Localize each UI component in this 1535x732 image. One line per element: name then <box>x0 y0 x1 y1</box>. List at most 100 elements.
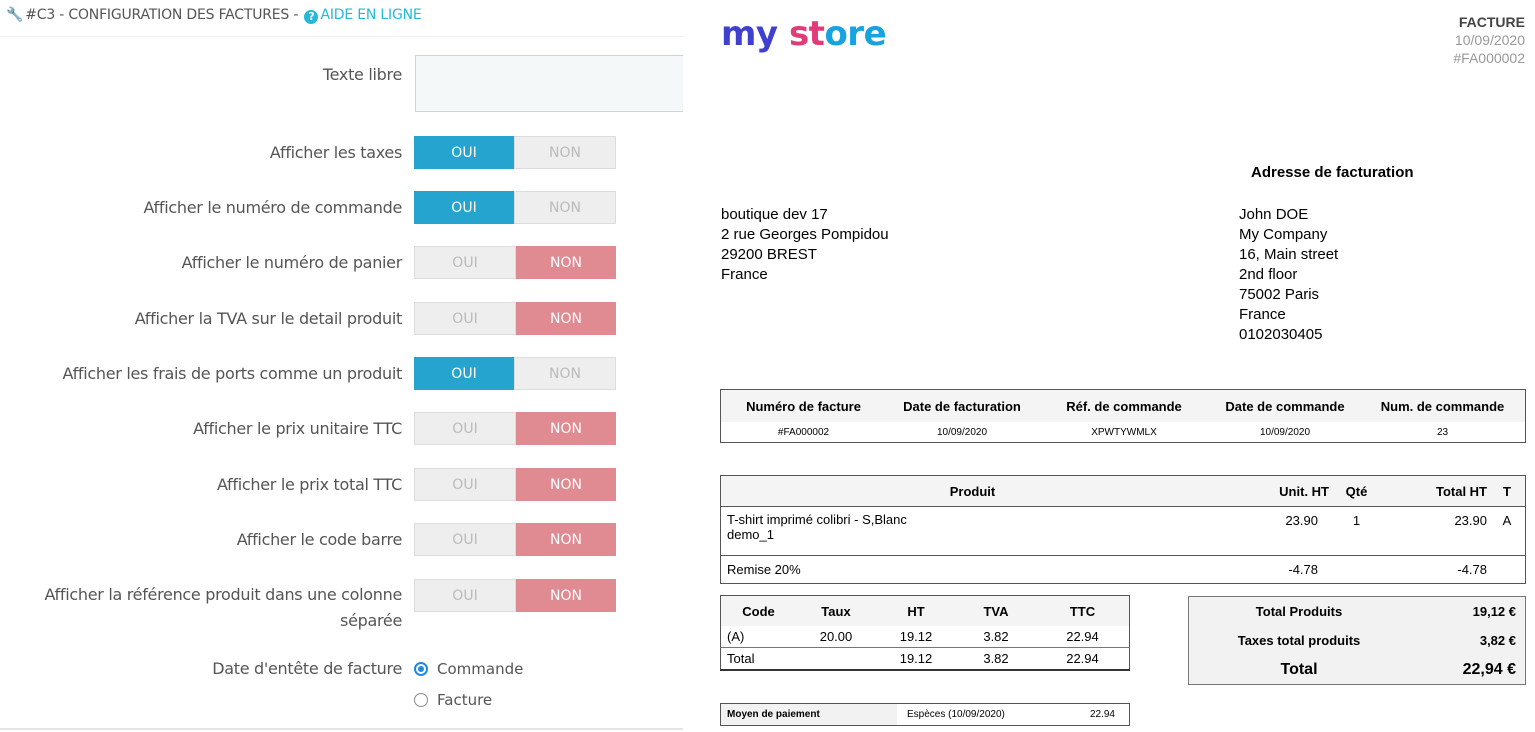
date-header-label: Date d'entête de facture <box>212 659 402 678</box>
switch-no[interactable]: NON <box>516 246 616 279</box>
column-header: Numéro de facture <box>720 389 886 422</box>
invoice-preview: my store FACTURE 10/09/2020 #FA000002 Ad… <box>700 0 1535 732</box>
option-label-total-price-ttc: Afficher le prix total TTC <box>216 475 402 494</box>
shop-address-line: boutique dev 17 <box>721 206 828 223</box>
table-cell: 3.82 <box>956 647 1036 670</box>
switch-yes[interactable]: OUI <box>414 412 516 445</box>
panel-title: 🔧 #C3 - CONFIGURATION DES FACTURES - ? AID… <box>6 7 422 24</box>
option-label-unit-price-ttc: Afficher le prix unitaire TTC <box>193 419 402 438</box>
switch-yes[interactable]: OUI <box>414 302 516 335</box>
column-header: T <box>1489 475 1526 507</box>
switch-no[interactable]: NON <box>516 579 616 612</box>
switch-shipping-as-product[interactable]: OUI NON <box>414 357 616 390</box>
table-row: (A) 20.00 19.12 3.82 22.94 <box>721 626 1130 648</box>
switch-yes[interactable]: OUI <box>414 136 514 169</box>
payment-method: Espèces (10/09/2020) <box>907 709 1005 720</box>
table-cell: 1 <box>1334 506 1379 556</box>
product-reference: demo_1 <box>727 527 774 542</box>
switch-no[interactable]: NON <box>516 412 616 445</box>
switch-show-cart-number[interactable]: OUI NON <box>414 246 616 279</box>
switch-barcode[interactable]: OUI NON <box>414 523 616 556</box>
table-cell: (A) <box>727 629 745 644</box>
invoice-type: FACTURE <box>1458 14 1525 30</box>
option-label-product-reference-column: Afficher la référence produit dans une c… <box>44 582 402 634</box>
column-header: Taux <box>796 595 876 626</box>
switch-total-price-ttc[interactable]: OUI NON <box>414 468 616 501</box>
help-link[interactable]: AIDE EN LIGNE <box>320 7 422 23</box>
switch-unit-price-ttc[interactable]: OUI NON <box>414 412 616 445</box>
grand-total-label: Total <box>1188 655 1409 685</box>
switch-yes[interactable]: OUI <box>414 523 516 556</box>
table-header-row: Produit Unit. HT Qté Total HT T <box>720 475 1526 507</box>
totals-table: Total Produits 19,12 € Taxes total produ… <box>1188 596 1526 685</box>
table-cell: Total <box>720 647 796 670</box>
switch-show-order-number[interactable]: OUI NON <box>414 191 616 224</box>
table-cell: 22.94 <box>1036 647 1130 670</box>
billing-address-line: 75002 Paris <box>1239 286 1320 303</box>
table-cell: 10/09/2020 <box>936 426 988 438</box>
option-label-line1: Afficher la référence produit dans une c… <box>44 585 402 604</box>
shop-address-line: France <box>721 266 768 283</box>
panel-title-text: #C3 - CONFIGURATION DES FACTURES - <box>25 7 303 23</box>
switch-show-vat-detail[interactable]: OUI NON <box>414 302 616 335</box>
invoice-number: #FA000002 <box>1453 50 1525 66</box>
column-header: Total HT <box>1379 475 1489 507</box>
table-cell: 23.90 <box>1224 506 1334 556</box>
invoice-details-table: Numéro de facture Date de facturation Ré… <box>720 389 1526 443</box>
switch-no[interactable]: NON <box>514 357 616 390</box>
store-logo: my store <box>721 14 887 54</box>
switch-no[interactable]: NON <box>516 523 616 556</box>
table-cell: Remise 20% <box>727 562 801 577</box>
column-header: Qté <box>1334 475 1379 507</box>
free-text-label: Texte libre <box>322 65 402 84</box>
switch-show-taxes[interactable]: OUI NON <box>414 136 616 169</box>
payment-table: Moyen de paiement Espèces (10/09/2020) 2… <box>720 703 1130 726</box>
total-products-value: 19,12 € <box>1409 596 1526 626</box>
table-row: Moyen de paiement Espèces (10/09/2020) 2… <box>720 703 1130 726</box>
radio-checked-icon[interactable] <box>414 662 428 676</box>
switch-no[interactable]: NON <box>516 468 616 501</box>
table-row: Total Produits 19,12 € <box>1188 596 1526 626</box>
switch-yes[interactable]: OUI <box>414 357 514 390</box>
product-name-cell: T-shirt imprimé colibri - S,Blanc demo_1 <box>720 506 1224 556</box>
free-text-input[interactable] <box>415 55 683 112</box>
switch-no[interactable]: NON <box>514 191 616 224</box>
table-cell <box>796 647 876 670</box>
table-cell <box>1489 556 1526 584</box>
table-cell: #FA000002 <box>777 426 830 438</box>
option-label-show-vat-detail: Afficher la TVA sur le detail produit <box>134 309 403 328</box>
table-cell: 10/09/2020 <box>1259 426 1311 438</box>
switch-yes[interactable]: OUI <box>414 579 516 612</box>
switch-no[interactable]: NON <box>514 136 616 169</box>
billing-address-line: France <box>1239 306 1286 323</box>
switch-no[interactable]: NON <box>516 302 616 335</box>
radio-commande[interactable]: Commande <box>414 660 523 678</box>
tax-breakdown-table: Code Taux HT TVA TTC (A) 20.00 19.12 3.8… <box>720 595 1130 671</box>
invoice-date: 10/09/2020 <box>1454 32 1525 48</box>
radio-unchecked-icon[interactable] <box>414 693 428 707</box>
grand-total-value: 22,94 € <box>1409 655 1526 685</box>
option-label-show-cart-number: Afficher le numéro de panier <box>181 253 403 272</box>
wrench-icon: 🔧 <box>6 7 24 23</box>
switch-yes[interactable]: OUI <box>414 246 516 279</box>
table-cell <box>1334 556 1379 584</box>
column-header: Réf. de commande <box>1038 389 1210 422</box>
logo-part-1: my <box>721 14 778 54</box>
table-cell: 19.12 <box>899 629 933 644</box>
help-icon[interactable]: ? <box>304 10 319 24</box>
column-header: Num. de commande <box>1360 389 1526 422</box>
column-header: Produit <box>720 475 1224 507</box>
table-row: Remise 20% -4.78 -4.78 <box>721 556 1526 584</box>
table-cell: 3.82 <box>983 629 1009 644</box>
switch-product-reference-column[interactable]: OUI NON <box>414 579 616 612</box>
switch-yes[interactable]: OUI <box>414 191 514 224</box>
billing-address-line: John DOE <box>1239 206 1309 223</box>
option-label-line2: séparée <box>340 611 402 630</box>
total-taxes-value: 3,82 € <box>1409 626 1526 655</box>
billing-address-line: 0102030405 <box>1239 326 1323 343</box>
panel-bottom-border <box>0 728 683 730</box>
switch-yes[interactable]: OUI <box>414 468 516 501</box>
radio-facture[interactable]: Facture <box>414 691 492 709</box>
products-table: Produit Unit. HT Qté Total HT T T-shirt … <box>720 475 1526 584</box>
column-header: Code <box>720 595 796 626</box>
